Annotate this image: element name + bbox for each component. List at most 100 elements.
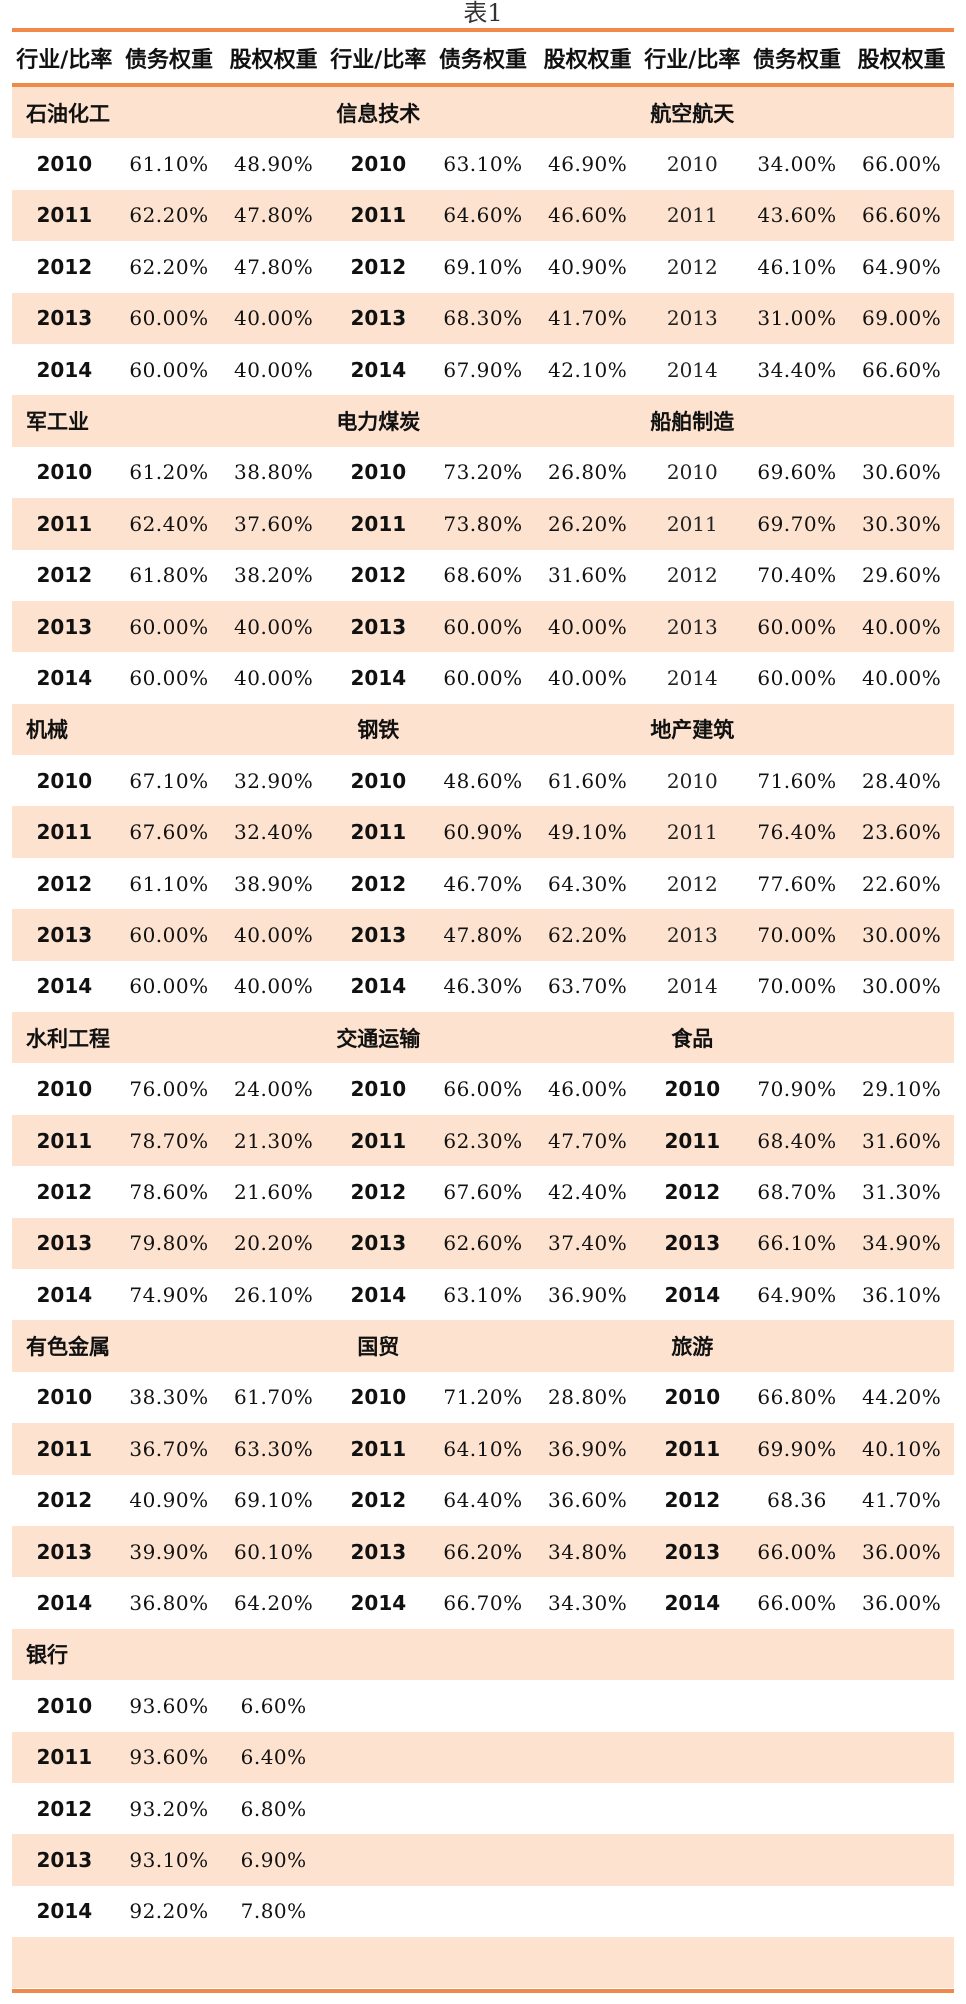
year-cell: 2013 bbox=[36, 614, 93, 639]
sector-label: 有色金属 bbox=[26, 1335, 110, 1360]
year-cell: 2012 bbox=[666, 254, 718, 279]
debt-weight-cell: 62.60% bbox=[443, 1231, 523, 1256]
equity-weight-cell: 49.10% bbox=[548, 820, 628, 845]
debt-weight-cell: 60.90% bbox=[443, 820, 523, 845]
debt-weight-cell: 38.30% bbox=[129, 1385, 209, 1410]
table-row: 2010 61.10% 48.90% 2010 63.10% 46.90% 2010 34.0… bbox=[12, 138, 954, 189]
equity-weight-cell: 37.60% bbox=[234, 511, 314, 536]
year-cell: 2014 bbox=[666, 665, 718, 690]
debt-weight-cell: 71.60% bbox=[757, 768, 837, 793]
year-cell: 2013 bbox=[666, 614, 718, 639]
year-cell: 2014 bbox=[36, 1282, 93, 1307]
table-body: 石油化工 信息技术 航空航天 2010 61.10% 48.90% 2010 63.10% 46… bbox=[12, 87, 954, 1989]
equity-weight-cell: 6.80% bbox=[240, 1796, 307, 1821]
equity-weight-cell: 36.60% bbox=[548, 1488, 628, 1513]
header-rule bbox=[12, 83, 954, 87]
equity-weight-cell: 30.00% bbox=[862, 974, 942, 999]
table-row: 2010 67.10% 32.90% 2010 48.60% 61.60% 2010 71.6… bbox=[12, 755, 954, 806]
equity-weight-cell: 40.00% bbox=[234, 974, 314, 999]
debt-weight-cell: 34.00% bbox=[757, 152, 837, 177]
table-row: 2013 60.00% 40.00% 2013 47.80% 62.20% 2013 70.0… bbox=[12, 909, 954, 961]
equity-weight-cell: 31.30% bbox=[862, 1179, 942, 1204]
table-row: 2010 76.00% 24.00% 2010 66.00% 46.00% 2010 70.9… bbox=[12, 1063, 954, 1114]
equity-weight-cell: 40.00% bbox=[234, 922, 314, 947]
equity-weight-cell: 60.10% bbox=[234, 1539, 314, 1564]
year-cell: 2011 bbox=[350, 203, 407, 228]
sector-label: 电力煤炭 bbox=[336, 410, 421, 435]
year-cell: 2010 bbox=[36, 460, 93, 485]
year-cell: 2014 bbox=[664, 1282, 721, 1307]
equity-weight-cell: 24.00% bbox=[234, 1077, 314, 1102]
sector-label: 旅游 bbox=[671, 1335, 714, 1360]
year-cell: 2011 bbox=[666, 511, 718, 536]
table-row: 2010 38.30% 61.70% 2010 71.20% 28.80% 2010 66.8… bbox=[12, 1372, 954, 1423]
equity-weight-cell: 21.30% bbox=[234, 1128, 314, 1153]
year-cell: 2013 bbox=[350, 1539, 407, 1564]
year-cell: 2010 bbox=[36, 768, 93, 793]
debt-weight-cell: 40.90% bbox=[129, 1488, 209, 1513]
table-row: 2013 60.00% 40.00% 2013 60.00% 40.00% 2013 60.0… bbox=[12, 600, 954, 653]
year-cell: 2014 bbox=[36, 974, 93, 999]
equity-weight-cell: 30.60% bbox=[862, 460, 942, 485]
equity-weight-cell: 34.90% bbox=[862, 1231, 942, 1256]
year-cell: 2011 bbox=[666, 820, 718, 845]
year-cell: 2011 bbox=[350, 820, 407, 845]
equity-weight-cell: 40.00% bbox=[862, 665, 942, 690]
sector-row: 石油化工 信息技术 航空航天 bbox=[12, 87, 954, 139]
equity-weight-cell: 38.20% bbox=[234, 563, 314, 588]
year-cell: 2010 bbox=[666, 768, 718, 793]
year-cell: 2014 bbox=[666, 357, 718, 382]
equity-weight-cell: 26.10% bbox=[234, 1282, 314, 1307]
year-cell: 2013 bbox=[350, 922, 407, 947]
year-cell: 2014 bbox=[350, 665, 407, 690]
year-cell: 2011 bbox=[36, 203, 93, 228]
column-header: 股权权重 bbox=[857, 47, 946, 73]
debt-weight-cell: 69.90% bbox=[757, 1436, 837, 1461]
debt-weight-cell: 46.70% bbox=[443, 871, 523, 896]
year-cell: 2012 bbox=[36, 563, 93, 588]
debt-weight-cell: 69.10% bbox=[443, 254, 523, 279]
year-cell: 2014 bbox=[36, 1591, 93, 1616]
equity-weight-cell: 66.60% bbox=[862, 203, 942, 228]
year-cell: 2012 bbox=[350, 1488, 407, 1513]
sector-row: 机械 钢铁 地产建筑 bbox=[12, 703, 954, 756]
table-row: 2013 93.10% 6.90% bbox=[12, 1834, 954, 1886]
table-row: 2011 62.40% 37.60% 2011 73.80% 26.20% 2011 69.7… bbox=[12, 498, 954, 550]
debt-weight-cell: 66.00% bbox=[757, 1539, 837, 1564]
equity-weight-cell: 64.20% bbox=[234, 1591, 314, 1616]
year-cell: 2012 bbox=[350, 254, 407, 279]
year-cell: 2013 bbox=[36, 1539, 93, 1564]
year-cell: 2012 bbox=[666, 871, 718, 896]
table-row: 2014 74.90% 26.10% 2014 63.10% 36.90% 2014 64.9… bbox=[12, 1269, 954, 1320]
year-cell: 2011 bbox=[36, 820, 93, 845]
debt-weight-cell: 70.90% bbox=[757, 1077, 837, 1102]
sector-label: 地产建筑 bbox=[650, 718, 735, 743]
equity-weight-cell: 66.00% bbox=[862, 152, 942, 177]
year-cell: 2012 bbox=[36, 254, 93, 279]
equity-weight-cell: 36.90% bbox=[548, 1436, 628, 1461]
debt-weight-cell: 61.80% bbox=[129, 563, 209, 588]
year-cell: 2010 bbox=[350, 460, 407, 485]
debt-weight-cell: 62.20% bbox=[129, 254, 209, 279]
debt-weight-cell: 67.60% bbox=[443, 1179, 523, 1204]
sector-label: 军工业 bbox=[26, 410, 89, 435]
year-cell: 2012 bbox=[350, 563, 407, 588]
equity-weight-cell: 36.10% bbox=[862, 1282, 942, 1307]
year-cell: 2011 bbox=[350, 1436, 407, 1461]
equity-weight-cell: 47.70% bbox=[548, 1128, 628, 1153]
debt-weight-cell: 67.90% bbox=[443, 357, 523, 382]
equity-weight-cell: 69.00% bbox=[862, 306, 942, 331]
equity-weight-cell: 62.20% bbox=[548, 922, 628, 947]
debt-weight-cell: 61.20% bbox=[129, 460, 209, 485]
table-row: 2012 61.10% 38.90% 2012 46.70% 64.30% 2012 77.6… bbox=[12, 858, 954, 909]
column-header: 债务权重 bbox=[438, 47, 527, 73]
equity-weight-cell: 46.00% bbox=[548, 1077, 628, 1102]
equity-weight-cell: 63.70% bbox=[548, 974, 628, 999]
debt-weight-cell: 66.80% bbox=[757, 1385, 837, 1410]
debt-weight-cell: 48.60% bbox=[443, 768, 523, 793]
equity-weight-cell: 66.60% bbox=[862, 357, 942, 382]
table-row: 2014 36.80% 64.20% 2014 66.70% 34.30% 2014 66.0… bbox=[12, 1577, 954, 1628]
year-cell: 2010 bbox=[666, 460, 718, 485]
debt-weight-cell: 31.00% bbox=[757, 306, 837, 331]
year-cell: 2013 bbox=[350, 306, 407, 331]
